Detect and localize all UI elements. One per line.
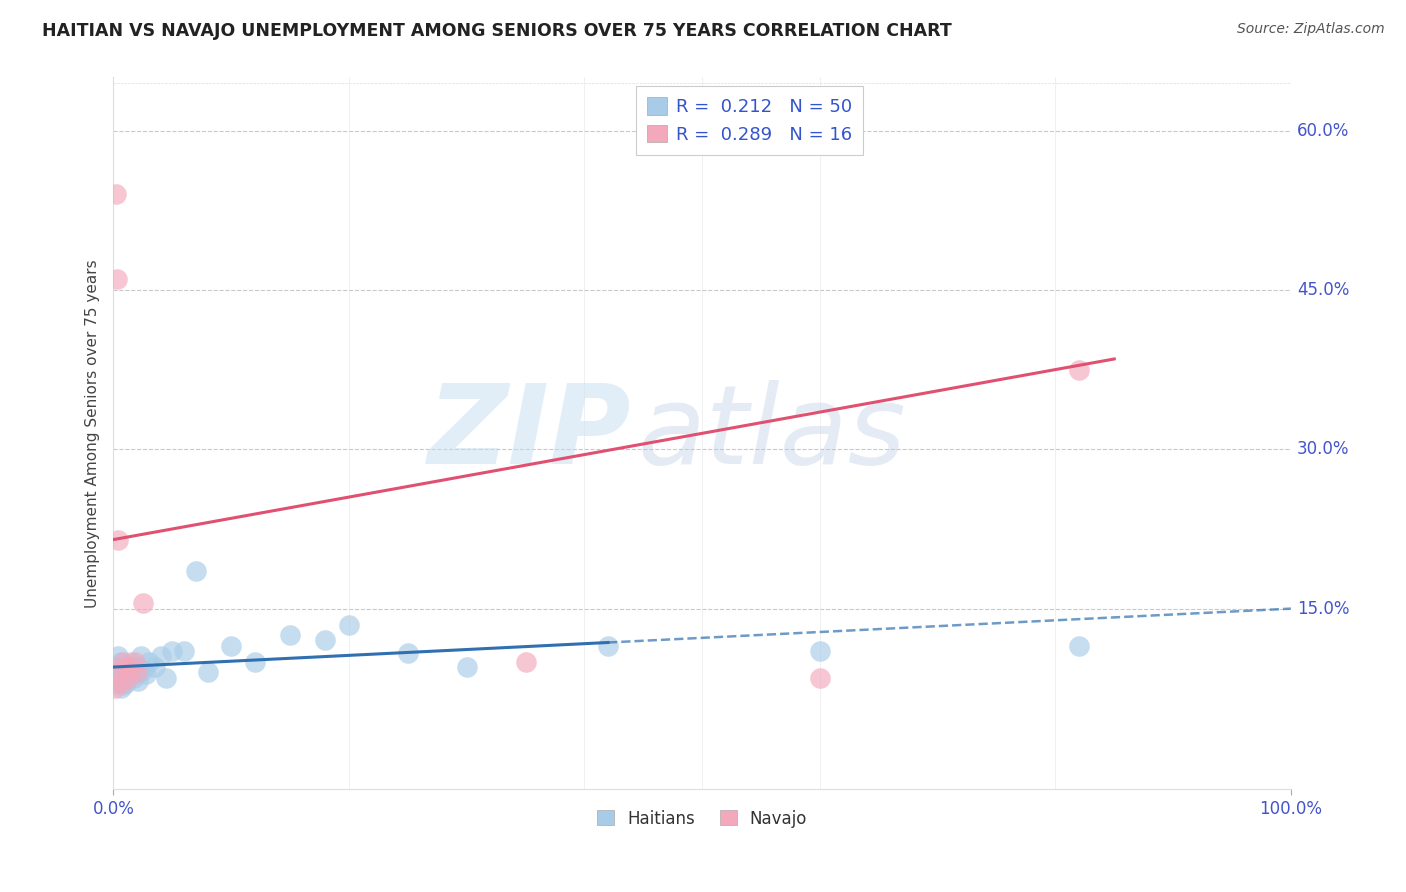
Point — [108, 665, 131, 680]
Point — [125, 660, 148, 674]
Point — [117, 671, 139, 685]
Point — [115, 676, 138, 690]
Point — [314, 633, 336, 648]
Point — [120, 660, 142, 674]
Point — [104, 665, 127, 680]
Point — [129, 649, 152, 664]
Point — [278, 628, 301, 642]
Point — [132, 663, 155, 677]
Point — [128, 665, 150, 680]
Point — [197, 665, 219, 680]
Point — [107, 665, 129, 680]
Point — [155, 671, 177, 685]
Point — [120, 655, 142, 669]
Point — [125, 667, 148, 681]
Point — [117, 663, 139, 677]
Y-axis label: Unemployment Among Seniors over 75 years: Unemployment Among Seniors over 75 years — [86, 259, 100, 607]
Point — [596, 639, 619, 653]
Point — [243, 655, 266, 669]
Point — [143, 660, 166, 674]
Text: Source: ZipAtlas.com: Source: ZipAtlas.com — [1237, 22, 1385, 37]
Point — [808, 671, 831, 685]
Point — [337, 617, 360, 632]
Point — [124, 660, 146, 674]
Point — [104, 187, 127, 202]
Point — [135, 667, 157, 681]
Point — [124, 655, 146, 669]
Point — [108, 673, 131, 688]
Point — [138, 655, 160, 669]
Text: 15.0%: 15.0% — [1296, 599, 1350, 617]
Point — [108, 667, 131, 681]
Point — [149, 649, 172, 664]
Point — [173, 644, 195, 658]
Point — [162, 644, 184, 658]
Point — [127, 673, 149, 688]
Point — [114, 660, 136, 674]
Point — [1067, 639, 1090, 653]
Point — [184, 565, 207, 579]
Point — [111, 663, 134, 677]
Point — [118, 671, 141, 685]
Text: atlas: atlas — [637, 380, 905, 487]
Point — [112, 667, 135, 681]
Point — [111, 655, 134, 669]
Text: 60.0%: 60.0% — [1296, 121, 1350, 139]
Point — [105, 272, 128, 286]
Point — [118, 667, 141, 681]
Point — [111, 678, 134, 692]
Point — [456, 660, 478, 674]
Point — [110, 681, 132, 696]
Point — [107, 533, 129, 547]
Point — [132, 596, 155, 610]
Text: 30.0%: 30.0% — [1296, 441, 1350, 458]
Point — [808, 644, 831, 658]
Point — [122, 671, 145, 685]
Text: 45.0%: 45.0% — [1296, 281, 1350, 299]
Point — [104, 660, 127, 674]
Text: ZIP: ZIP — [427, 380, 631, 487]
Point — [515, 655, 537, 669]
Point — [110, 655, 132, 669]
Legend: Haitians, Navajo: Haitians, Navajo — [591, 803, 814, 834]
Point — [396, 646, 419, 660]
Point — [104, 671, 127, 685]
Point — [219, 639, 242, 653]
Text: HAITIAN VS NAVAJO UNEMPLOYMENT AMONG SENIORS OVER 75 YEARS CORRELATION CHART: HAITIAN VS NAVAJO UNEMPLOYMENT AMONG SEN… — [42, 22, 952, 40]
Point — [110, 676, 132, 690]
Point — [121, 665, 143, 680]
Point — [1067, 362, 1090, 376]
Point — [104, 676, 127, 690]
Point — [107, 649, 129, 664]
Point — [104, 681, 127, 696]
Point — [114, 660, 136, 674]
Point — [105, 671, 128, 685]
Point — [125, 665, 148, 680]
Point — [111, 671, 134, 685]
Point — [105, 660, 128, 674]
